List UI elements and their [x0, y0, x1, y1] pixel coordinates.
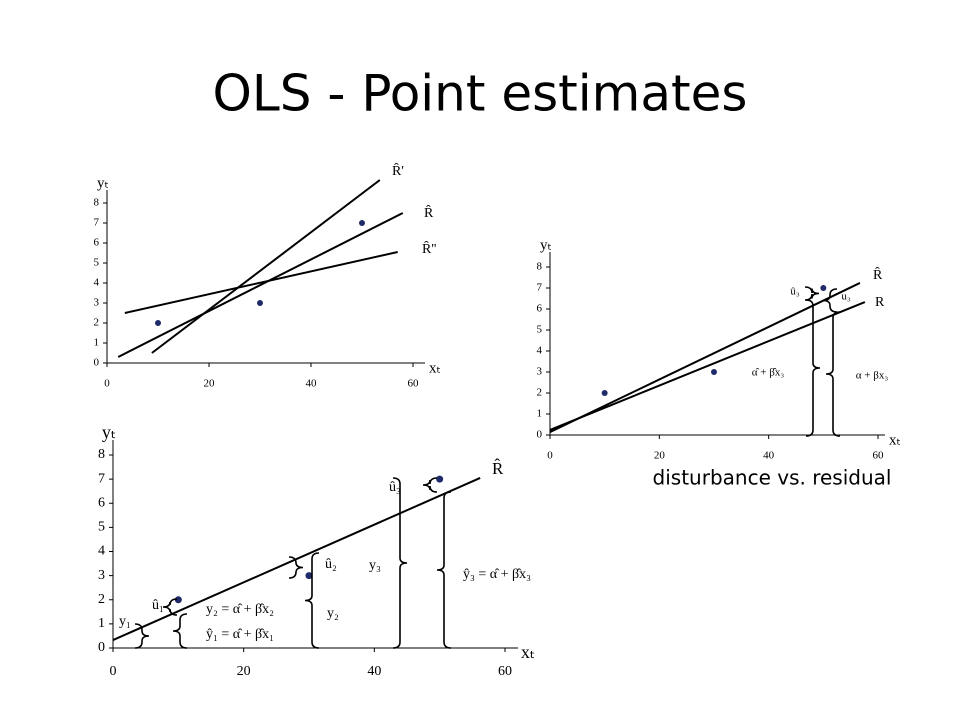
y-tick-label: 6	[94, 237, 100, 249]
caption: disturbance vs. residual	[653, 466, 892, 490]
x-tick-label: 0	[110, 664, 117, 679]
annotation: α̂ + β̂x₃	[752, 367, 785, 379]
annotation: α + βx₃	[856, 370, 889, 382]
annotation: û₃	[389, 480, 401, 495]
y-tick-label: 4	[98, 544, 105, 559]
x-tick-label: 40	[306, 378, 318, 390]
annotation: y₁	[119, 614, 131, 629]
fitted-line	[124, 251, 398, 314]
brace	[422, 477, 438, 493]
y-tick-label: 7	[94, 217, 100, 229]
y-tick-label: 3	[537, 366, 543, 378]
y-tick-label: 8	[537, 261, 543, 273]
y-tick-label: 4	[537, 345, 543, 357]
annotation: y₂	[327, 606, 339, 621]
y-tick-label: 5	[98, 520, 105, 535]
x-tick-label: 20	[204, 378, 216, 390]
data-point	[174, 596, 182, 604]
line-label: R̂	[424, 204, 434, 221]
y-tick-label: 2	[98, 592, 105, 607]
line-label: R̂''	[422, 240, 436, 257]
data-point	[359, 220, 365, 226]
brace	[304, 552, 320, 649]
annotation: û₃	[790, 286, 800, 298]
x-tick-label: 20	[654, 450, 666, 462]
x-tick-label: 0	[104, 378, 110, 390]
data-point	[601, 390, 608, 396]
y-tick-label: 2	[537, 387, 543, 399]
y-tick-label: 8	[94, 197, 100, 209]
y-axis-label: yₜ	[97, 175, 109, 191]
line-label: R̂	[873, 266, 883, 283]
brace	[825, 311, 841, 437]
annotation: û₁	[152, 598, 164, 613]
y-tick-label: 3	[98, 568, 105, 583]
y-tick-label: 1	[537, 408, 543, 420]
x-axis-label: xₜ	[521, 642, 535, 662]
annotation: ŷ₃ = α̂ + β̂x₃	[463, 567, 531, 582]
x-axis-label: xₜ	[889, 432, 901, 448]
annotation: y₂ = α̂ + β̂x₂	[206, 602, 274, 617]
brace	[436, 491, 452, 649]
brace	[288, 556, 304, 579]
y-tick-label: 3	[94, 297, 100, 309]
y-tick-label: 7	[537, 282, 543, 294]
y-tick-label: 0	[537, 429, 543, 441]
brace	[822, 288, 838, 313]
data-point	[711, 369, 717, 375]
x-tick-label: 20	[237, 664, 251, 679]
y-tick-label: 5	[94, 257, 100, 269]
y-tick-label: 1	[98, 616, 105, 631]
annotation: u₃	[841, 291, 851, 303]
line-label: R̂	[492, 459, 504, 478]
y-tick-label: 5	[537, 324, 543, 336]
x-tick-label: 60	[408, 378, 420, 390]
y-tick-label: 7	[98, 471, 105, 486]
x-tick-label: 0	[547, 450, 553, 462]
brace	[162, 598, 178, 616]
y-tick-label: 4	[94, 277, 100, 289]
x-tick-label: 40	[367, 664, 381, 679]
fitted-line	[112, 477, 481, 641]
brace	[134, 623, 150, 649]
brace	[172, 613, 188, 649]
data-point	[155, 320, 161, 326]
brace	[392, 477, 408, 649]
data-point	[257, 300, 263, 306]
y-tick-label: 6	[98, 495, 105, 510]
x-tick-label: 40	[763, 450, 775, 462]
data-point	[436, 475, 444, 483]
x-axis-label: xₜ	[429, 360, 441, 376]
fitted-line	[151, 179, 381, 354]
y-tick-label: 8	[98, 447, 105, 462]
fitted-line	[549, 282, 861, 433]
y-tick-label: 6	[537, 303, 543, 315]
y-tick-label: 1	[94, 337, 100, 349]
x-tick-label: 60	[498, 664, 512, 679]
y-tick-label: 0	[98, 640, 105, 655]
y-tick-label: 2	[94, 317, 100, 329]
annotation: û₂	[325, 557, 337, 572]
line-label: R̂'	[392, 162, 404, 179]
data-point	[305, 572, 313, 580]
brace	[805, 299, 821, 437]
data-point	[820, 285, 827, 291]
line-label: R	[875, 295, 885, 310]
fitted-line	[117, 212, 404, 358]
annotation: ŷ₁ = α̂ + β̂x₁	[206, 627, 274, 642]
annotation: y₃	[369, 558, 381, 573]
y-axis-label: yₜ	[540, 237, 552, 253]
slide-title: OLS - Point estimates	[213, 65, 748, 123]
x-tick-label: 60	[873, 450, 885, 462]
y-tick-label: 0	[94, 357, 100, 369]
brace	[804, 286, 820, 301]
y-axis-label: yₜ	[102, 422, 116, 442]
